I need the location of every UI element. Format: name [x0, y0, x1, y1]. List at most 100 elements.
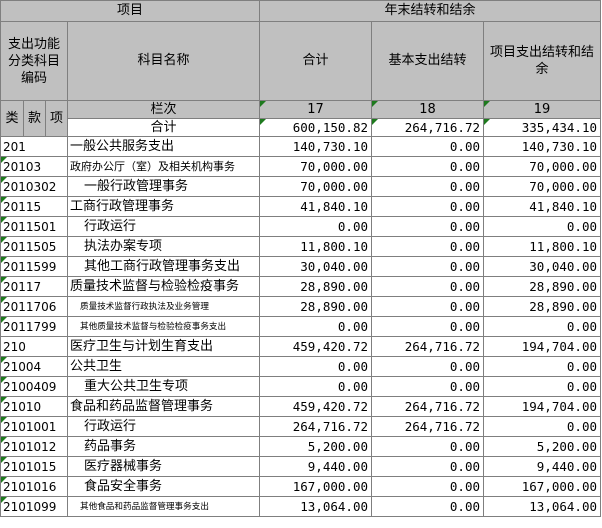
row-total[interactable]: 9,440.00	[259, 456, 372, 477]
row-project[interactable]: 0.00	[483, 416, 601, 437]
row-project[interactable]: 9,440.00	[483, 456, 601, 477]
row-name[interactable]: 一般行政管理事务	[67, 176, 260, 197]
row-code[interactable]: 2011505	[0, 236, 68, 257]
row-basic[interactable]: 0.00	[371, 476, 484, 497]
header-col-18[interactable]: 18	[371, 100, 484, 119]
row-code[interactable]: 210	[0, 336, 68, 357]
row-basic[interactable]: 264,716.72	[371, 416, 484, 437]
row-basic[interactable]: 264,716.72	[371, 336, 484, 357]
header-total[interactable]: 合计	[259, 21, 372, 101]
row-project[interactable]: 194,704.00	[483, 396, 601, 417]
header-item[interactable]: 项	[45, 100, 68, 137]
row-code[interactable]: 20103	[0, 156, 68, 177]
row-code[interactable]: 2101099	[0, 496, 68, 517]
row-project[interactable]: 0.00	[483, 216, 601, 237]
row-basic[interactable]: 0.00	[371, 196, 484, 217]
row-name[interactable]: 食品和药品监督管理事务	[67, 396, 260, 417]
row-name[interactable]: 质量技术监督行政执法及业务管理	[67, 296, 260, 317]
row-basic[interactable]: 0.00	[371, 156, 484, 177]
row-total[interactable]: 30,040.00	[259, 256, 372, 277]
row-code[interactable]: 21004	[0, 356, 68, 377]
row-basic[interactable]: 0.00	[371, 176, 484, 197]
row-name[interactable]: 医疗器械事务	[67, 456, 260, 477]
row-basic[interactable]: 0.00	[371, 436, 484, 457]
row-total[interactable]: 459,420.72	[259, 336, 372, 357]
row-total[interactable]: 70,000.00	[259, 176, 372, 197]
row-name[interactable]: 质量技术监督与检验检疫事务	[67, 276, 260, 297]
header-function-code[interactable]: 支出功能分类科目编码	[0, 21, 68, 101]
row-name[interactable]: 药品事务	[67, 436, 260, 457]
row-total[interactable]: 11,800.10	[259, 236, 372, 257]
row-project[interactable]: 0.00	[483, 316, 601, 337]
row-project[interactable]: 28,890.00	[483, 276, 601, 297]
row-name[interactable]: 其他工商行政管理事务支出	[67, 256, 260, 277]
row-total[interactable]: 0.00	[259, 316, 372, 337]
row-project[interactable]: 28,890.00	[483, 296, 601, 317]
row-code[interactable]: 2011706	[0, 296, 68, 317]
row-basic[interactable]: 0.00	[371, 276, 484, 297]
row-name[interactable]: 行政运行	[67, 216, 260, 237]
row-name[interactable]: 政府办公厅（室）及相关机构事务	[67, 156, 260, 177]
row-total[interactable]: 0.00	[259, 356, 372, 377]
row-name[interactable]: 执法办案专项	[67, 236, 260, 257]
header-basic[interactable]: 基本支出结转	[371, 21, 484, 101]
row-project[interactable]: 0.00	[483, 356, 601, 377]
row-basic[interactable]: 0.00	[371, 256, 484, 277]
row-code[interactable]: 2101015	[0, 456, 68, 477]
header-project[interactable]: 项目支出结转和结余	[483, 21, 601, 101]
row-code[interactable]: 2101012	[0, 436, 68, 457]
row-name[interactable]: 工商行政管理事务	[67, 196, 260, 217]
row-project[interactable]: 5,200.00	[483, 436, 601, 457]
row-code[interactable]: 2010302	[0, 176, 68, 197]
row-name[interactable]: 医疗卫生与计划生育支出	[67, 336, 260, 357]
row-code[interactable]: 2101001	[0, 416, 68, 437]
row-total[interactable]: 13,064.00	[259, 496, 372, 517]
total-row-project[interactable]: 335,434.10	[483, 118, 601, 137]
row-project[interactable]: 30,040.00	[483, 256, 601, 277]
row-total[interactable]: 140,730.10	[259, 136, 372, 157]
row-code[interactable]: 2011599	[0, 256, 68, 277]
header-item-group[interactable]: 项目	[0, 0, 260, 22]
row-name[interactable]: 重大公共卫生专项	[67, 376, 260, 397]
row-basic[interactable]: 0.00	[371, 296, 484, 317]
header-year-end-group[interactable]: 年末结转和结余	[259, 0, 601, 22]
row-total[interactable]: 5,200.00	[259, 436, 372, 457]
row-code[interactable]: 2100409	[0, 376, 68, 397]
row-project[interactable]: 0.00	[483, 376, 601, 397]
row-project[interactable]: 194,704.00	[483, 336, 601, 357]
row-code[interactable]: 21010	[0, 396, 68, 417]
row-code[interactable]: 2011799	[0, 316, 68, 337]
row-basic[interactable]: 264,716.72	[371, 396, 484, 417]
row-total[interactable]: 28,890.00	[259, 276, 372, 297]
total-row-basic[interactable]: 264,716.72	[371, 118, 484, 137]
row-total[interactable]: 41,840.10	[259, 196, 372, 217]
total-row-label[interactable]: 合计	[67, 118, 260, 137]
total-row-total[interactable]: 600,150.82	[259, 118, 372, 137]
row-total[interactable]: 167,000.00	[259, 476, 372, 497]
header-class[interactable]: 类	[0, 100, 24, 137]
row-project[interactable]: 167,000.00	[483, 476, 601, 497]
row-basic[interactable]: 0.00	[371, 496, 484, 517]
row-name[interactable]: 一般公共服务支出	[67, 136, 260, 157]
row-basic[interactable]: 0.00	[371, 236, 484, 257]
header-col-17[interactable]: 17	[259, 100, 372, 119]
row-total[interactable]: 264,716.72	[259, 416, 372, 437]
row-project[interactable]: 41,840.10	[483, 196, 601, 217]
header-section[interactable]: 款	[23, 100, 46, 137]
row-project[interactable]: 70,000.00	[483, 176, 601, 197]
row-basic[interactable]: 0.00	[371, 456, 484, 477]
row-project[interactable]: 11,800.10	[483, 236, 601, 257]
row-name[interactable]: 公共卫生	[67, 356, 260, 377]
row-name[interactable]: 其他食品和药品监督管理事务支出	[67, 496, 260, 517]
header-row-seq[interactable]: 栏次	[67, 100, 260, 119]
row-total[interactable]: 28,890.00	[259, 296, 372, 317]
row-basic[interactable]: 0.00	[371, 216, 484, 237]
row-code[interactable]: 20115	[0, 196, 68, 217]
row-basic[interactable]: 0.00	[371, 316, 484, 337]
row-basic[interactable]: 0.00	[371, 376, 484, 397]
row-project[interactable]: 70,000.00	[483, 156, 601, 177]
row-name[interactable]: 其他质量技术监督与检验检疫事务支出	[67, 316, 260, 337]
row-code[interactable]: 2011501	[0, 216, 68, 237]
row-total[interactable]: 70,000.00	[259, 156, 372, 177]
row-code[interactable]: 2101016	[0, 476, 68, 497]
